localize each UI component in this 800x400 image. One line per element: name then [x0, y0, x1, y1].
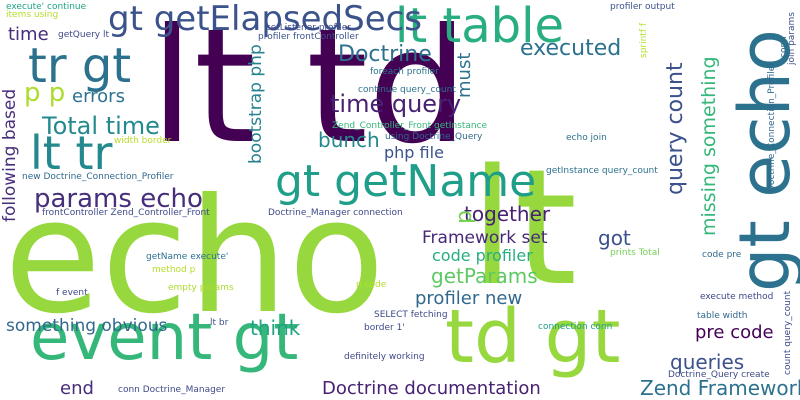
word-conn-doctrine-manager: conn Doctrine_Manager [118, 385, 226, 395]
word-params-echo: params echo [34, 184, 203, 214]
word-border-1: border 1' [364, 323, 405, 333]
word-join-params: join params [787, 12, 797, 65]
word-doctrine: Doctrine [338, 42, 432, 67]
word-connection-conn: connection conn [538, 322, 613, 332]
word-sprintf-f: sprintf f [639, 22, 649, 58]
word-framework-set: Framework set [422, 228, 548, 248]
word-definitely-working: definitely working [344, 352, 425, 362]
word-foreach-profiler: foreach profiler [370, 67, 439, 77]
word-code-pre: code pre [702, 250, 742, 260]
word-code-profiler: code profiler [432, 246, 533, 265]
word-time: time [8, 24, 49, 45]
word-zend-framework: Zend Framework [640, 376, 800, 400]
word-execute-method: execute method [700, 292, 774, 302]
word-gt-getname: gt getName [275, 156, 537, 207]
word-echo: echo [4, 165, 385, 349]
word-continue-query-count: continue query_count [358, 85, 456, 95]
word-profiler-new: profiler new [415, 288, 523, 309]
word-method-p: method p [152, 265, 196, 275]
word-p-vertical: p [452, 210, 477, 224]
word-errors: errors [72, 86, 125, 107]
word-lt-br: lt br [210, 318, 229, 328]
word-something-obvious: something obvious [6, 316, 168, 336]
word-doctrine-documentation: Doctrine documentation [322, 378, 541, 399]
word-missing-something: missing something [698, 56, 720, 236]
word-table-width: table width [697, 311, 748, 321]
word-n-code: n code [356, 280, 387, 290]
word-time-query: time query [330, 90, 462, 118]
word-end: end [60, 378, 94, 399]
word-f-event: f event [56, 288, 88, 298]
word-query-count: query count [663, 62, 688, 195]
word-getinstance-query-count: getInstance query_count [546, 166, 658, 176]
word-getname-execute: getName execute' [146, 252, 229, 262]
word-doctrine-manager-connection: Doctrine_Manager connection [268, 208, 403, 218]
word-width-border: width border [114, 136, 172, 146]
word-executed: executed [520, 36, 622, 61]
word-tr-gt: tr gt [28, 38, 132, 94]
word-new-doctrine-connection-profiler: new Doctrine_Connection_Profiler [22, 172, 174, 182]
word-count-query-count: count query_count [783, 290, 793, 375]
word-lt-tr: lt tr [30, 126, 113, 180]
word-lt-big: lt [470, 134, 578, 321]
word-must: must [454, 52, 475, 98]
word-total-time: Total time [42, 112, 160, 140]
word-bootstrap-php: bootstrap php [246, 44, 266, 164]
word-think: think [250, 316, 301, 340]
word-php-file: php file [384, 143, 444, 162]
word-prints-total: prints Total [610, 248, 660, 258]
word-getquery-lt: getQuery lt [58, 30, 110, 40]
word-items-using: items using [6, 10, 59, 20]
word-frontcontroller-zend-controller-front: frontController Zend_Controller_Front [42, 208, 210, 218]
word-profiler-frontcontroller: profiler frontController [258, 32, 359, 42]
word-echo-join: echo join [566, 133, 607, 143]
word-setlistener-profiler: setListener profiler [266, 23, 351, 33]
word-doctrine-query-create: Doctrine_Query create [668, 370, 770, 380]
word-zend-controller-front-getinstance: Zend_Controller_Front getInstance [332, 121, 488, 131]
word-doctrine-connection-profiler: Doctrine_Connection_Profiler [767, 62, 777, 192]
word-bunch: bunch [318, 128, 380, 152]
word-pre-code: pre code [695, 322, 774, 343]
word-queries: queries [670, 350, 745, 374]
word-using-doctrine-query: using Doctrine_Query [385, 132, 483, 142]
word-following-based: following based [0, 88, 20, 222]
word-execute-continue: execute' continue [6, 2, 87, 12]
word-event-gt: event gt [30, 301, 299, 375]
word-lt-table: lt table [395, 0, 564, 54]
word-lt-td: lt td [150, 0, 469, 179]
word-select-fetching: SELECT fetching [374, 310, 448, 320]
word-td-gt: td gt [445, 294, 621, 380]
word-got: got [598, 226, 631, 250]
word-getparams: getParams [431, 264, 538, 288]
word-gt-getelapsedsecs: gt getElapsedSecs [108, 0, 423, 39]
word-profiler-output: profiler output [610, 2, 675, 12]
word-together: together [464, 202, 551, 226]
word-empty-params: empty params [168, 283, 234, 293]
word-p-p: p p [24, 78, 66, 108]
